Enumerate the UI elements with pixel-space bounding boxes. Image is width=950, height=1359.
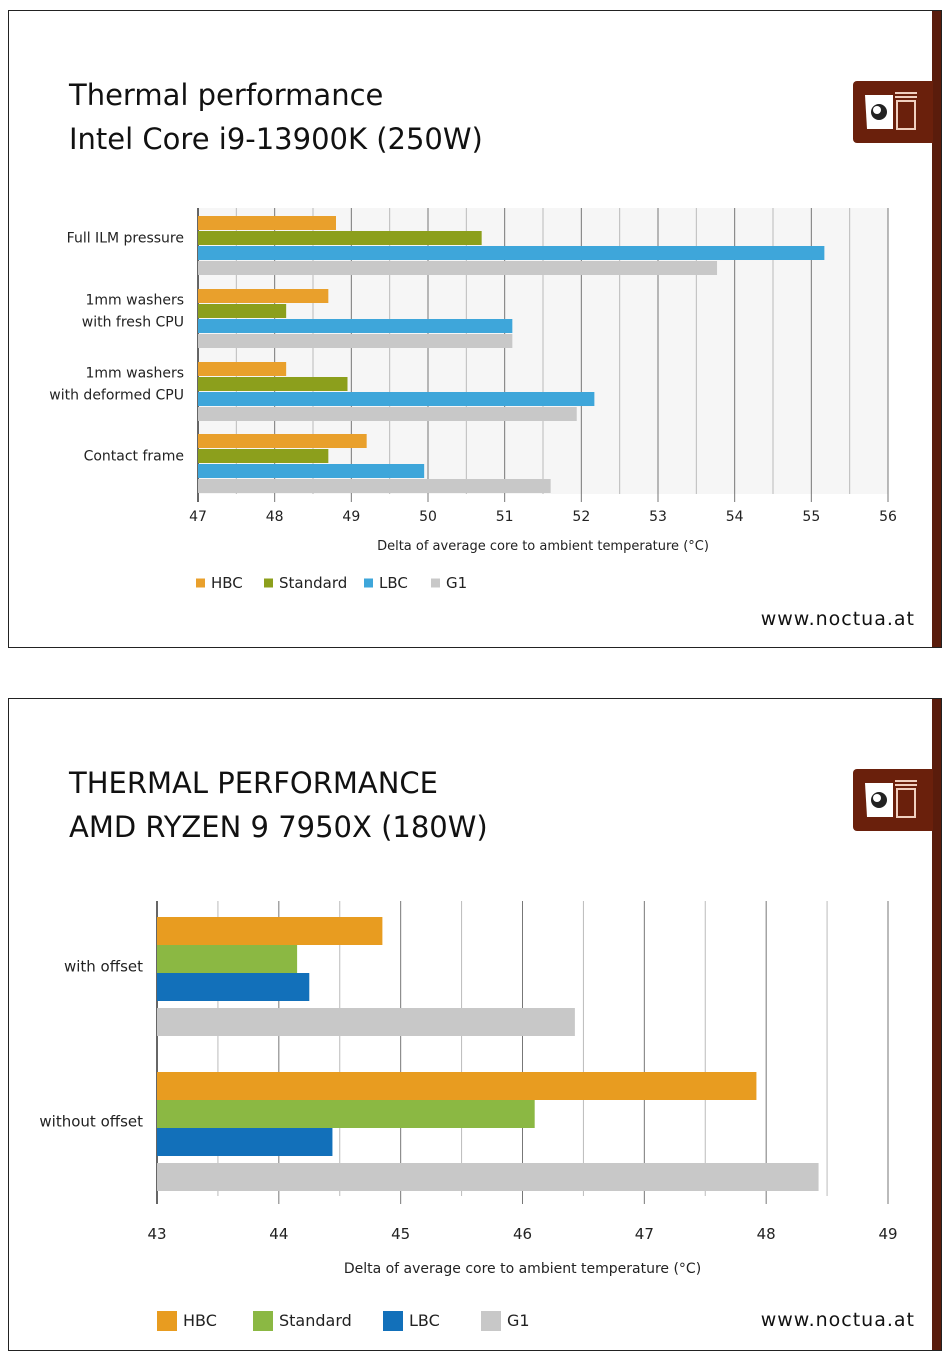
x-tick-label: 43 [147, 1225, 166, 1243]
legend-swatch-lbc [383, 1311, 403, 1331]
legend-label: G1 [446, 574, 467, 592]
x-tick-label: 56 [879, 509, 897, 525]
bar-lbc [198, 464, 425, 478]
legend-swatch-g1 [431, 578, 440, 588]
bar-standard [198, 304, 287, 318]
website-url[interactable]: www.noctua.at [760, 1309, 915, 1331]
x-tick-label: 46 [513, 1225, 532, 1243]
bar-hbc [198, 289, 329, 303]
legend-swatch-g1 [481, 1311, 501, 1331]
legend-label: G1 [507, 1311, 530, 1330]
x-axis-title: Delta of average core to ambient tempera… [344, 1261, 701, 1277]
category-label: with fresh CPU [82, 315, 184, 331]
bar-standard [198, 377, 348, 391]
bar-g1 [157, 1008, 575, 1036]
x-tick-label: 55 [802, 509, 820, 525]
category-label: Full ILM pressure [67, 231, 184, 247]
bar-lbc [198, 246, 825, 260]
x-axis-title: Delta of average core to ambient tempera… [377, 539, 709, 554]
bar-g1 [157, 1163, 819, 1191]
brand-strip [932, 11, 941, 647]
legend-label: HBC [183, 1311, 217, 1330]
bar-hbc [157, 1072, 757, 1100]
title-line-2: AMD RYZEN 9 7950X (180W) [69, 810, 488, 844]
title-line-1: Thermal performance [69, 78, 384, 112]
x-tick-label: 44 [269, 1225, 288, 1243]
legend-label: LBC [379, 574, 408, 592]
bar-lbc [198, 319, 513, 333]
category-label: without offset [39, 1113, 143, 1131]
x-tick-label: 54 [726, 509, 744, 525]
brand-strip [932, 699, 941, 1350]
category-label: with deformed CPU [49, 388, 184, 404]
legend-swatch-standard [253, 1311, 273, 1331]
title-line-2: Intel Core i9-13900K (250W) [69, 122, 483, 156]
title-line-1: THERMAL PERFORMANCE [69, 766, 438, 800]
bar-standard [157, 945, 298, 973]
bar-hbc [157, 917, 383, 945]
x-tick-label: 48 [266, 509, 284, 525]
x-tick-label: 45 [391, 1225, 410, 1243]
bar-lbc [157, 1128, 333, 1156]
bar-lbc [157, 973, 310, 1001]
x-tick-label: 49 [878, 1225, 897, 1243]
bar-g1 [198, 334, 513, 348]
x-tick-label: 48 [757, 1225, 776, 1243]
legend-label: LBC [409, 1311, 440, 1330]
legend-swatch-hbc [157, 1311, 177, 1331]
bar-g1 [198, 407, 577, 421]
bar-standard [157, 1100, 535, 1128]
legend-swatch-hbc [196, 578, 205, 588]
x-tick-label: 50 [419, 509, 437, 525]
noctua-logo-icon [853, 769, 933, 831]
bar-hbc [198, 216, 336, 230]
category-label: with offset [64, 958, 143, 976]
amd-bar-chart: 43 44 45 46 47 48 49 Delta of average core to a… [39, 901, 898, 1331]
category-label: Contact frame [84, 449, 184, 465]
bar-lbc [198, 392, 595, 406]
noctua-logo-icon [853, 81, 933, 143]
legend-label: HBC [211, 574, 243, 592]
website-url[interactable]: www.noctua.at [760, 608, 915, 630]
chart-title: THERMAL PERFORMANCE AMD RYZEN 9 7950X (1… [69, 761, 488, 849]
chart-title: Thermal performance Intel Core i9-13900K… [69, 73, 483, 161]
bar-hbc [198, 362, 287, 376]
x-tick-label: 47 [189, 509, 207, 525]
legend-swatch-lbc [364, 578, 373, 588]
legend-label: Standard [279, 1311, 352, 1330]
x-tick-label: 49 [342, 509, 360, 525]
category-label: 1mm washers [86, 293, 185, 309]
x-tick-label: 47 [635, 1225, 654, 1243]
legend-swatch-standard [264, 578, 273, 588]
x-tick-label: 52 [572, 509, 590, 525]
bar-g1 [198, 261, 718, 275]
x-tick-label: 51 [496, 509, 514, 525]
amd-chart-panel: THERMAL PERFORMANCE AMD RYZEN 9 7950X (1… [8, 698, 942, 1351]
legend-label: Standard [279, 574, 347, 592]
x-tick-label: 53 [649, 509, 667, 525]
category-label: 1mm washers [86, 366, 185, 382]
bar-g1 [198, 479, 551, 493]
intel-chart-panel: Thermal performance Intel Core i9-13900K… [8, 10, 942, 648]
intel-bar-chart: 47 48 49 50 51 52 53 54 55 56 Delta of average cor… [49, 208, 897, 592]
bar-standard [198, 449, 329, 463]
bar-standard [198, 231, 482, 245]
bar-hbc [198, 434, 367, 448]
